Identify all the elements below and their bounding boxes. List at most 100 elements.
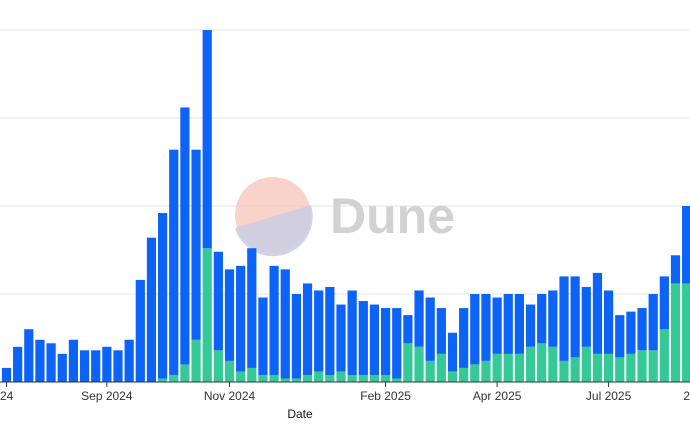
bar-segment-blue-24[interactable]: [269, 265, 279, 375]
bar-segment-green-54[interactable]: [604, 353, 614, 382]
bar-segment-blue-54[interactable]: [604, 290, 614, 354]
bar-segment-blue-35[interactable]: [392, 308, 402, 379]
bar-segment-blue-31[interactable]: [347, 290, 357, 375]
bar-segment-blue-27[interactable]: [302, 283, 313, 375]
bar-segment-blue-33[interactable]: [369, 304, 380, 375]
bar-segment-blue-23[interactable]: [258, 297, 268, 375]
bar-segment-blue-44[interactable]: [492, 297, 502, 354]
bar-segment-blue-39[interactable]: [436, 308, 446, 354]
bar-segment-blue-10[interactable]: [113, 350, 123, 382]
bar-segment-green-39[interactable]: [436, 353, 446, 382]
bar-segment-blue-46[interactable]: [514, 294, 524, 354]
bar-segment-blue-8[interactable]: [91, 350, 101, 382]
bar-segment-blue-32[interactable]: [358, 301, 368, 375]
bar-segment-green-56[interactable]: [626, 353, 636, 382]
bar-segment-green-19[interactable]: [213, 350, 223, 382]
bar-segment-blue-56[interactable]: [626, 311, 636, 354]
bar-segment-blue-30[interactable]: [336, 304, 346, 372]
bar-segment-blue-45[interactable]: [503, 294, 513, 354]
bar-segment-blue-38[interactable]: [425, 297, 435, 361]
bar-segment-blue-51[interactable]: [570, 276, 580, 358]
bar-segment-green-35[interactable]: [392, 378, 402, 382]
bar-segment-green-51[interactable]: [570, 357, 580, 382]
bar-segment-blue-57[interactable]: [637, 308, 647, 351]
bar-segment-green-52[interactable]: [581, 346, 591, 382]
bar-segment-blue-59[interactable]: [659, 276, 669, 330]
bar-segment-green-22[interactable]: [247, 367, 257, 382]
bar-segment-blue-18[interactable]: [202, 30, 212, 249]
bar-segment-green-43[interactable]: [481, 360, 491, 382]
bar-segment-blue-43[interactable]: [481, 294, 491, 361]
bar-segment-green-42[interactable]: [470, 364, 480, 382]
bar-segment-green-16[interactable]: [180, 364, 190, 382]
bar-segment-green-37[interactable]: [414, 346, 424, 382]
bar-segment-green-60[interactable]: [670, 283, 681, 382]
bar-segment-green-17[interactable]: [191, 339, 201, 382]
bar-segment-blue-2[interactable]: [24, 329, 34, 382]
bar-segment-blue-41[interactable]: [459, 308, 469, 368]
bar-segment-green-40[interactable]: [447, 371, 458, 382]
bar-segment-blue-7[interactable]: [79, 350, 90, 382]
bar-segment-green-15[interactable]: [169, 374, 179, 382]
bar-segment-green-53[interactable]: [592, 353, 603, 382]
bar-segment-blue-50[interactable]: [559, 276, 569, 361]
bar-segment-blue-53[interactable]: [592, 272, 603, 354]
bar-segment-blue-1[interactable]: [13, 346, 23, 382]
bar-segment-green-18[interactable]: [202, 248, 212, 382]
bar-segment-green-34[interactable]: [381, 374, 391, 382]
bar-segment-blue-37[interactable]: [414, 290, 424, 347]
bar-segment-blue-29[interactable]: [325, 286, 335, 375]
bar-segment-green-61[interactable]: [682, 283, 690, 382]
bar-segment-blue-25[interactable]: [280, 269, 290, 379]
bar-segment-green-32[interactable]: [358, 374, 368, 382]
bar-segment-green-45[interactable]: [503, 353, 513, 382]
bar-segment-green-49[interactable]: [548, 346, 558, 382]
bar-segment-blue-4[interactable]: [46, 343, 56, 382]
bar-segment-green-46[interactable]: [514, 353, 524, 382]
bar-segment-blue-58[interactable]: [648, 294, 658, 351]
bar-segment-green-58[interactable]: [648, 350, 658, 382]
bar-segment-blue-26[interactable]: [291, 294, 301, 379]
bar-segment-green-20[interactable]: [224, 360, 235, 382]
bar-segment-blue-12[interactable]: [135, 279, 145, 382]
bar-segment-green-36[interactable]: [403, 343, 413, 382]
bar-segment-blue-20[interactable]: [224, 269, 235, 361]
bar-segment-blue-15[interactable]: [169, 149, 179, 375]
bar-segment-blue-60[interactable]: [670, 255, 681, 284]
bar-segment-green-14[interactable]: [158, 378, 168, 382]
bar-segment-blue-55[interactable]: [615, 315, 625, 358]
bar-segment-blue-34[interactable]: [381, 308, 391, 375]
bar-segment-blue-28[interactable]: [314, 290, 324, 372]
bar-segment-blue-13[interactable]: [146, 237, 157, 382]
bar-segment-blue-3[interactable]: [35, 339, 45, 382]
bar-segment-blue-52[interactable]: [581, 286, 591, 347]
bar-segment-green-30[interactable]: [336, 371, 346, 382]
bar-segment-green-27[interactable]: [302, 374, 313, 382]
bar-segment-green-24[interactable]: [269, 374, 279, 382]
bar-segment-green-23[interactable]: [258, 374, 268, 382]
bar-segment-green-50[interactable]: [559, 360, 569, 382]
bar-segment-blue-36[interactable]: [403, 315, 413, 344]
bar-segment-blue-9[interactable]: [102, 346, 112, 382]
bar-segment-green-21[interactable]: [236, 371, 246, 382]
bar-segment-green-25[interactable]: [280, 378, 290, 382]
bar-segment-green-41[interactable]: [459, 367, 469, 382]
bar-segment-blue-14[interactable]: [158, 213, 168, 379]
bar-segment-green-48[interactable]: [537, 343, 547, 382]
bar-segment-green-59[interactable]: [659, 329, 669, 382]
bar-segment-blue-6[interactable]: [68, 339, 78, 382]
bar-segment-green-57[interactable]: [637, 350, 647, 382]
bar-segment-green-29[interactable]: [325, 374, 335, 382]
bar-segment-blue-0[interactable]: [1, 367, 12, 382]
bar-segment-green-47[interactable]: [525, 346, 536, 382]
bar-segment-blue-48[interactable]: [537, 294, 547, 344]
bar-segment-green-26[interactable]: [291, 378, 301, 382]
bar-segment-blue-17[interactable]: [191, 149, 201, 340]
bar-segment-green-55[interactable]: [615, 357, 625, 382]
bar-segment-green-28[interactable]: [314, 371, 324, 382]
bar-segment-green-38[interactable]: [425, 360, 435, 382]
bar-segment-green-31[interactable]: [347, 374, 357, 382]
bar-segment-blue-40[interactable]: [447, 332, 458, 372]
bar-segment-blue-21[interactable]: [236, 265, 246, 372]
bar-segment-blue-22[interactable]: [247, 248, 257, 368]
